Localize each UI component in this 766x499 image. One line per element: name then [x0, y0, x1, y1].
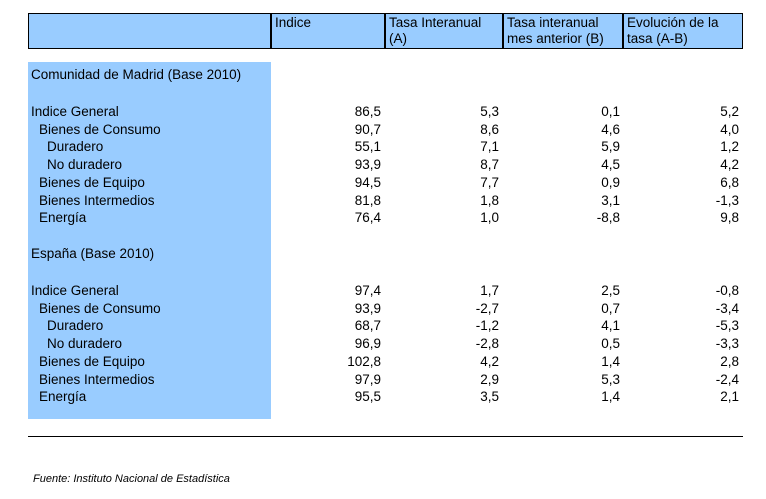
- header-indice: Indice: [271, 13, 385, 49]
- row-label: Energía: [39, 389, 87, 405]
- cell-value: 1,7: [480, 283, 499, 298]
- cell-value: -3,3: [715, 336, 739, 352]
- cell-value: 5,3: [601, 371, 620, 387]
- cell-value: 93,9: [354, 157, 381, 173]
- cell-value: 4,2: [720, 157, 739, 173]
- cell-value: 68,7: [354, 318, 381, 334]
- cell-value: 1,4: [601, 389, 620, 405]
- cell-value: 90,7: [354, 121, 381, 137]
- cell-value: 81,8: [354, 192, 381, 208]
- cell-value: 93,9: [354, 300, 381, 316]
- cell-value: 3,1: [601, 192, 620, 208]
- cell-value: 2,8: [720, 353, 739, 369]
- cell-value: 1,8: [480, 192, 499, 208]
- cell-value: 55,1: [354, 139, 381, 155]
- cell-value: 8,7: [480, 157, 499, 173]
- cell-value: 94,5: [354, 174, 381, 190]
- cell-value: 1,4: [601, 353, 620, 369]
- cell-value: -8,8: [596, 210, 620, 226]
- cell-value: -2,8: [475, 336, 499, 352]
- cell-value: 2,5: [601, 283, 620, 298]
- cell-value: -5,3: [715, 318, 739, 334]
- bottom-rule: [28, 436, 743, 437]
- row-label: No duradero: [47, 336, 123, 352]
- cell-value: -2,4: [715, 371, 739, 387]
- cell-value: 5,3: [480, 104, 499, 119]
- cell-value: -0,8: [715, 283, 739, 298]
- cell-value: 5,2: [720, 104, 739, 119]
- cell-value: 1,2: [720, 139, 739, 155]
- header-tasa-mes-anterior: Tasa interanual mes anterior (B): [503, 13, 623, 49]
- cell-value: 4,2: [480, 353, 499, 369]
- row-label: Bienes de Equipo: [39, 174, 145, 190]
- cell-value: 4,5: [601, 157, 620, 173]
- cell-value: 4,0: [720, 121, 739, 137]
- cell-value: 102,8: [347, 353, 381, 369]
- row-label: Energía: [39, 210, 87, 226]
- cell-value: -2,7: [475, 300, 499, 316]
- cell-value: 7,1: [480, 139, 499, 155]
- cell-value: 1,0: [480, 210, 499, 226]
- section-title: Comunidad de Madrid (Base 2010): [31, 67, 242, 82]
- cell-value: 97,9: [354, 371, 381, 387]
- cell-value: -1,3: [715, 192, 739, 208]
- cell-value: 7,7: [480, 174, 499, 190]
- cell-value: 4,6: [601, 121, 620, 137]
- cell-value: 2,1: [720, 389, 739, 405]
- row-label: Bienes de Equipo: [39, 353, 145, 369]
- row-label: No duradero: [47, 157, 123, 173]
- source-note: Fuente: Instituto Nacional de Estadístic…: [33, 473, 230, 485]
- cell-value: -3,4: [715, 300, 739, 316]
- cell-value: 8,6: [480, 121, 499, 137]
- row-label: Bienes Intermedios: [39, 192, 155, 208]
- cell-value: 5,9: [601, 139, 620, 155]
- cell-value: 97,4: [354, 283, 381, 298]
- cell-value: 76,4: [354, 210, 381, 226]
- cell-value: 4,1: [601, 318, 620, 334]
- cell-value: 2,9: [480, 371, 499, 387]
- row-label: Bienes Intermedios: [39, 371, 155, 387]
- cell-value: 86,5: [354, 104, 381, 119]
- cell-value: 96,9: [354, 336, 381, 352]
- cell-value: 9,8: [720, 210, 739, 226]
- header-cell-blank: [28, 13, 271, 49]
- row-label: Bienes de Consumo: [39, 121, 161, 137]
- cell-value: 95,5: [354, 389, 381, 405]
- row-label: Duradero: [47, 139, 104, 155]
- label-column-background: [28, 62, 271, 419]
- cell-value: 3,5: [480, 389, 499, 405]
- row-label: Indice General: [31, 283, 119, 298]
- cell-value: 0,1: [601, 104, 620, 119]
- cell-value: 0,9: [601, 174, 620, 190]
- row-label: Duradero: [47, 318, 104, 334]
- cell-value: 0,5: [601, 336, 620, 352]
- header-tasa-interanual: Tasa Interanual (A): [385, 13, 503, 49]
- cell-value: 0,7: [601, 300, 620, 316]
- row-label: Bienes de Consumo: [39, 300, 161, 316]
- row-label: Indice General: [31, 104, 119, 119]
- header-evolucion-tasa: Evolución de la tasa (A-B): [623, 13, 743, 49]
- cell-value: 6,8: [720, 174, 739, 190]
- cell-value: -1,2: [475, 318, 499, 334]
- section-title: España (Base 2010): [31, 246, 155, 261]
